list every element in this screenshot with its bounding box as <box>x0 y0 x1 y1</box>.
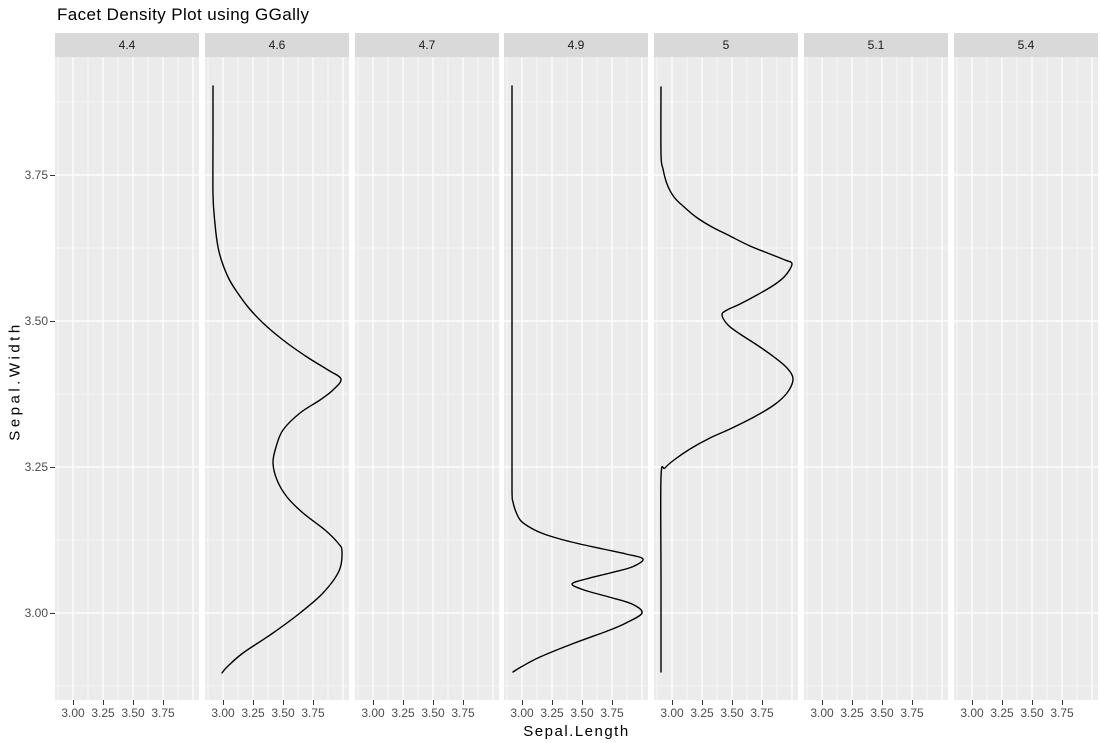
x-tick-label: 3.75 <box>600 706 624 720</box>
x-tick-mark <box>612 700 613 705</box>
density-curve-4.9 <box>511 85 644 673</box>
x-tick-mark <box>672 700 673 705</box>
plot-title: Facet Density Plot using GGally <box>57 5 310 24</box>
x-tick-mark <box>1002 700 1003 705</box>
x-tick-label: 3.75 <box>301 706 325 720</box>
x-tick-label: 3.00 <box>61 706 85 720</box>
facet-panel-4.6 <box>205 57 349 700</box>
x-tick-mark <box>73 700 74 705</box>
facet-panel-4.7 <box>355 57 499 700</box>
x-tick-label: 3.50 <box>870 706 894 720</box>
x-tick-label: 3.00 <box>660 706 684 720</box>
facet-strip-5.4: 5.4 <box>954 33 1098 57</box>
x-tick-mark <box>283 700 284 705</box>
density-curve-4.6 <box>212 85 343 674</box>
x-tick-mark <box>702 700 703 705</box>
x-tick-mark <box>582 700 583 705</box>
x-tick-mark <box>912 700 913 705</box>
x-tick-mark <box>1062 700 1063 705</box>
y-axis-title: Sepal.Width <box>6 321 24 441</box>
x-axis-title: Sepal.Length <box>523 723 630 740</box>
facet-strip-5.1: 5.1 <box>804 33 948 57</box>
x-tick-mark <box>732 700 733 705</box>
facet-panel-4.9 <box>504 57 648 700</box>
facet-strip-5: 5 <box>654 33 798 57</box>
x-tick-label: 3.75 <box>151 706 175 720</box>
x-tick-label: 3.50 <box>570 706 594 720</box>
x-tick-mark <box>253 700 254 705</box>
x-tick-label: 3.75 <box>1050 706 1074 720</box>
x-tick-label: 3.00 <box>960 706 984 720</box>
x-tick-mark <box>163 700 164 705</box>
x-tick-label: 3.50 <box>121 706 145 720</box>
y-tick-label: 3.25 <box>24 460 48 474</box>
x-tick-mark <box>463 700 464 705</box>
x-tick-label: 3.25 <box>990 706 1014 720</box>
x-tick-label: 3.25 <box>241 706 265 720</box>
y-tick-mark <box>50 321 55 322</box>
x-tick-label: 3.50 <box>1020 706 1044 720</box>
x-tick-mark <box>313 700 314 705</box>
y-tick-label: 3.75 <box>24 168 48 182</box>
facet-panel-5 <box>654 57 798 700</box>
facet-strip-4.9: 4.9 <box>504 33 648 57</box>
x-tick-mark <box>852 700 853 705</box>
x-tick-label: 3.25 <box>840 706 864 720</box>
x-tick-label: 3.75 <box>451 706 475 720</box>
y-tick-label: 3.50 <box>24 314 48 328</box>
x-tick-mark <box>373 700 374 705</box>
x-tick-label: 3.25 <box>690 706 714 720</box>
x-tick-mark <box>133 700 134 705</box>
x-tick-mark <box>403 700 404 705</box>
facet-strip-4.4: 4.4 <box>55 33 199 57</box>
x-tick-label: 3.00 <box>510 706 534 720</box>
x-tick-label: 3.00 <box>211 706 235 720</box>
x-tick-label: 3.00 <box>361 706 385 720</box>
x-tick-mark <box>822 700 823 705</box>
x-tick-mark <box>1032 700 1033 705</box>
facet-strip-4.7: 4.7 <box>355 33 499 57</box>
x-tick-label: 3.50 <box>271 706 295 720</box>
x-tick-label: 3.50 <box>720 706 744 720</box>
x-tick-mark <box>882 700 883 705</box>
y-tick-mark <box>50 175 55 176</box>
x-tick-label: 3.50 <box>421 706 445 720</box>
x-tick-label: 3.25 <box>91 706 115 720</box>
y-tick-mark <box>50 467 55 468</box>
x-tick-mark <box>762 700 763 705</box>
x-tick-label: 3.25 <box>391 706 415 720</box>
density-curve-5 <box>659 86 794 673</box>
x-tick-label: 3.75 <box>750 706 774 720</box>
facet-panel-4.4 <box>55 57 199 700</box>
y-tick-label: 3.00 <box>24 606 48 620</box>
x-tick-mark <box>522 700 523 705</box>
x-tick-mark <box>223 700 224 705</box>
facet-panel-5.1 <box>804 57 948 700</box>
x-tick-mark <box>972 700 973 705</box>
x-tick-label: 3.00 <box>810 706 834 720</box>
x-tick-mark <box>433 700 434 705</box>
x-tick-label: 3.25 <box>540 706 564 720</box>
y-tick-mark <box>50 613 55 614</box>
facet-panel-5.4 <box>954 57 1098 700</box>
x-tick-label: 3.75 <box>900 706 924 720</box>
facet-strip-4.6: 4.6 <box>205 33 349 57</box>
x-tick-mark <box>552 700 553 705</box>
x-tick-mark <box>103 700 104 705</box>
